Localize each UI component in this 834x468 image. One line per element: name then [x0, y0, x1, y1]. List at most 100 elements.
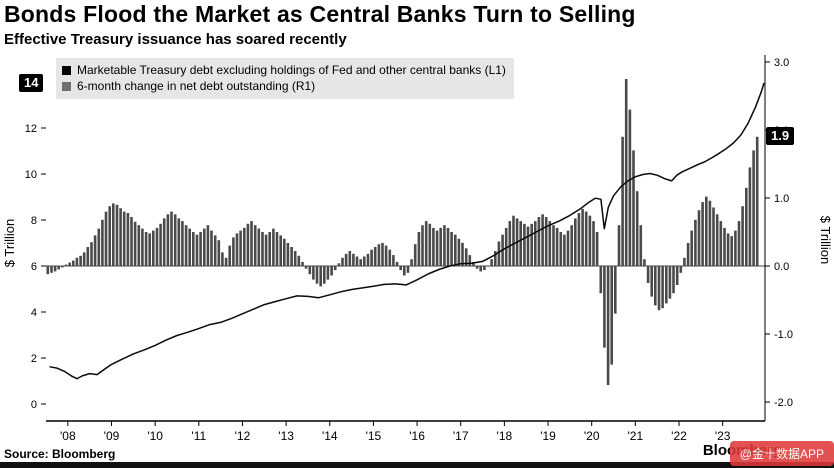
left-axis-title: $ Trillion: [2, 219, 17, 267]
right-axis-tick-label: -2.0: [774, 397, 793, 409]
net-debt-change-bar: [457, 238, 461, 266]
net-debt-change-bar: [534, 221, 537, 266]
net-debt-change-bar: [606, 266, 610, 385]
bottom-black-bar: [0, 462, 834, 468]
net-debt-change-bar: [617, 225, 621, 266]
net-debt-change-bar: [741, 206, 744, 266]
left-axis-tick-label: 10: [25, 169, 37, 181]
net-debt-change-bar: [599, 266, 603, 294]
net-debt-change-bar: [61, 266, 64, 268]
net-debt-change-bar: [494, 251, 497, 266]
net-debt-change-bar: [555, 227, 559, 266]
net-debt-change-bar: [162, 218, 166, 266]
net-debt-change-bar: [406, 266, 410, 273]
net-debt-change-bar: [646, 266, 650, 283]
net-debt-change-bar: [632, 150, 635, 266]
net-debt-change-bar: [697, 210, 701, 266]
net-debt-change-bar: [679, 266, 683, 273]
net-debt-change-bar: [399, 266, 402, 271]
net-debt-change-bar: [290, 247, 293, 266]
net-debt-change-bar: [424, 221, 428, 266]
net-debt-change-bar: [541, 214, 544, 266]
x-axis-tick-label: '20: [584, 429, 600, 443]
net-debt-change-bar: [483, 266, 486, 271]
net-debt-change-bar: [75, 257, 79, 266]
net-debt-change-bar: [53, 266, 57, 272]
net-debt-change-bar: [93, 235, 97, 266]
net-debt-change-bar: [530, 223, 533, 266]
net-debt-change-bar: [472, 261, 475, 266]
net-debt-change-bar: [610, 266, 613, 365]
net-debt-change-bar: [304, 266, 308, 269]
net-debt-change-bar: [192, 232, 195, 266]
page-title: Bonds Flood the Market as Central Banks …: [4, 1, 636, 27]
net-debt-change-bar: [504, 227, 508, 266]
legend-item-treasury-debt: Marketable Treasury debt excluding holdi…: [62, 62, 506, 78]
net-debt-change-bar: [195, 234, 199, 266]
net-debt-change-bar: [253, 225, 257, 266]
net-debt-change-bar: [755, 136, 759, 266]
x-axis-tick-label: '22: [671, 429, 687, 443]
left-axis-tick-label: 8: [31, 215, 37, 227]
net-debt-change-bar: [86, 247, 90, 266]
x-axis-tick-label: '17: [453, 429, 469, 443]
net-debt-change-bar: [490, 259, 493, 266]
net-debt-change-bar: [486, 266, 490, 267]
net-debt-change-bar: [166, 214, 170, 266]
net-debt-change-bar: [79, 255, 82, 266]
net-debt-change-bar: [155, 227, 159, 266]
net-debt-change-bar: [672, 266, 675, 294]
net-debt-change-bar: [479, 266, 482, 272]
net-debt-change-bar: [654, 266, 657, 306]
net-debt-change-bar: [650, 266, 653, 297]
net-debt-change-bar: [137, 225, 141, 266]
net-debt-change-bar: [224, 257, 228, 266]
net-debt-change-bar: [108, 206, 111, 266]
x-axis-tick-label: '19: [540, 429, 556, 443]
net-debt-change-bar: [519, 221, 522, 266]
net-debt-change-bar: [661, 266, 664, 309]
net-debt-change-bar: [705, 196, 708, 266]
left-axis-tick-label: 0: [31, 399, 37, 411]
left-axis-latest-badge: 14: [19, 74, 44, 92]
net-debt-change-bar: [370, 249, 373, 266]
net-debt-change-bar: [701, 202, 704, 266]
net-debt-change-bar: [333, 266, 337, 271]
net-debt-change-bar: [454, 234, 457, 266]
net-debt-change-bar: [239, 230, 242, 266]
x-axis-tick-label: '11: [191, 429, 206, 443]
net-debt-change-bar: [82, 252, 86, 266]
net-debt-change-bar: [50, 266, 53, 273]
net-debt-change-bar: [577, 213, 581, 266]
net-debt-change-bar: [421, 225, 424, 266]
net-debt-change-bar: [312, 266, 315, 280]
net-debt-change-bar: [381, 242, 384, 266]
net-debt-change-bar: [621, 136, 624, 266]
net-debt-change-bar: [643, 259, 646, 266]
net-debt-change-bar: [537, 217, 541, 266]
net-debt-change-bar: [712, 207, 715, 266]
net-debt-change-bar: [464, 248, 468, 266]
net-debt-change-bar: [148, 233, 151, 266]
net-debt-change-bar: [563, 234, 566, 266]
right-axis-tick-label: 1.0: [774, 193, 789, 205]
net-debt-change-bar: [413, 244, 417, 266]
net-debt-change-bar: [665, 266, 668, 304]
net-debt-change-bar: [508, 221, 512, 266]
net-debt-change-bar: [686, 242, 690, 266]
net-debt-change-bar: [221, 252, 224, 266]
net-debt-change-bar: [544, 217, 548, 266]
watermark-badge: @金十数据APP: [729, 441, 834, 466]
net-debt-change-bar: [584, 211, 588, 266]
net-debt-change-bar: [624, 79, 628, 266]
net-debt-change-bar: [628, 109, 632, 266]
net-debt-change-bar: [101, 219, 104, 266]
net-debt-change-bar: [119, 208, 122, 266]
net-debt-change-bar: [657, 266, 661, 311]
net-debt-change-bar: [232, 237, 235, 266]
net-debt-change-bar: [475, 266, 479, 269]
net-debt-change-bar: [574, 218, 577, 266]
right-axis-tick-label: 3.0: [774, 57, 789, 69]
net-debt-change-bar: [64, 264, 68, 266]
